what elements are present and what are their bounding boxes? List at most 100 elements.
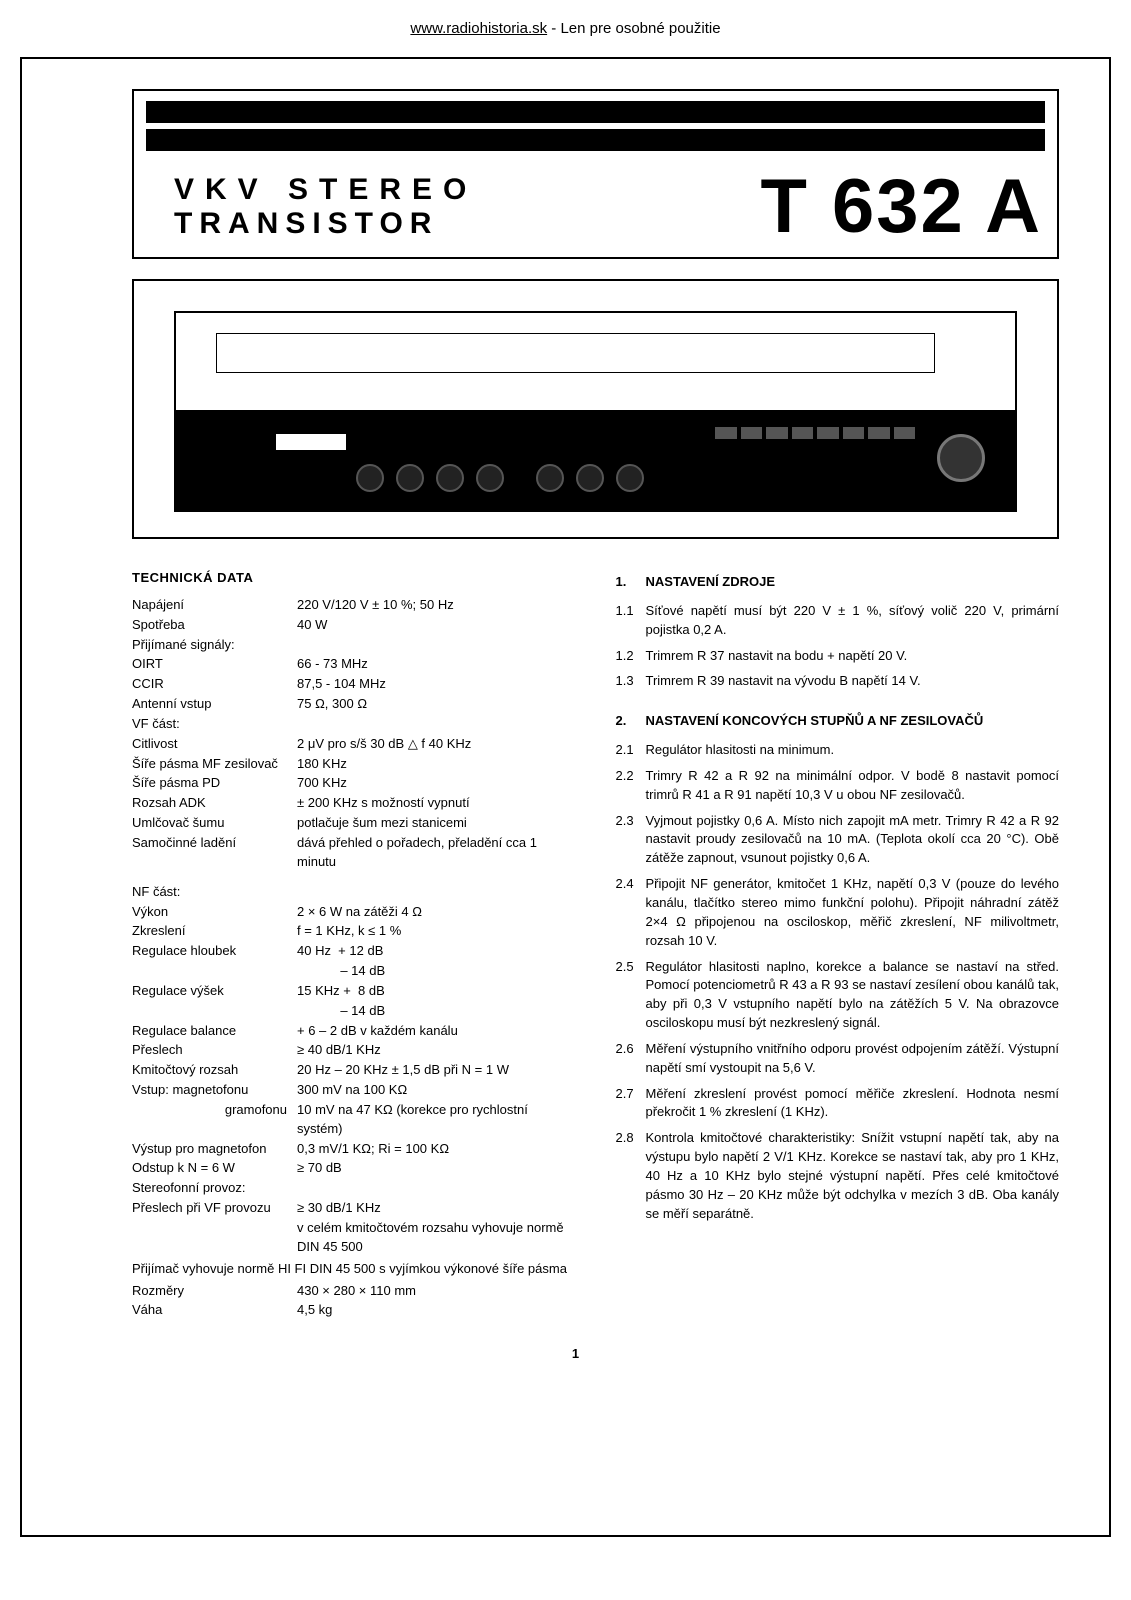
spec-value [297, 715, 576, 734]
spec-label: OIRT [132, 655, 297, 674]
spec-label: Napájení [132, 596, 297, 615]
spec-value: ± 200 KHz s možností vypnutí [297, 794, 576, 813]
title-subtitle: VKV STEREO TRANSISTOR [174, 173, 477, 241]
item-text: Kontrola kmitočtové charakteristiky: Sní… [646, 1129, 1060, 1223]
spec-label: Spotřeba [132, 616, 297, 635]
spec-label: Kmitočtový rozsah [132, 1061, 297, 1080]
item-number: 2.1 [616, 741, 646, 760]
spec-value: – 14 dB [297, 962, 576, 981]
spec-label: Přijímané signály: [132, 636, 297, 655]
item-text: Trimrem R 39 nastavit na vývodu B napětí… [646, 672, 1060, 691]
instruction-item: 2.3Vyjmout pojistky 0,6 A. Místo nich za… [616, 812, 1060, 869]
spec-row: Regulace balance+ 6 – 2 dB v každém kaná… [132, 1022, 576, 1041]
spec-label: Stereofonní provoz: [132, 1179, 297, 1198]
spec-label [132, 1002, 297, 1021]
spec-row: CCIR87,5 - 104 MHz [132, 675, 576, 694]
spec-row: Rozsah ADK± 200 KHz s možností vypnutí [132, 794, 576, 813]
spec-row: Výstup pro magnetofon0,3 mV/1 KΩ; Ri = 1… [132, 1140, 576, 1159]
spec-value: 700 KHz [297, 774, 576, 793]
section-1-heading: 1.NASTAVENÍ ZDROJE [616, 573, 1060, 592]
spec-row: gramofonu10 mV na 47 KΩ (korekce pro ryc… [132, 1101, 576, 1139]
spec-row: Regulace hloubek40 Hz + 12 dB [132, 942, 576, 961]
item-number: 2.7 [616, 1085, 646, 1123]
instruction-item: 1.3Trimrem R 39 nastavit na vývodu B nap… [616, 672, 1060, 691]
spec-row: Přeslech≥ 40 dB/1 KHz [132, 1041, 576, 1060]
spec-value: 430 × 280 × 110 mm [297, 1282, 576, 1301]
spec-value: 220 V/120 V ± 10 %; 50 Hz [297, 596, 576, 615]
spec-row: Odstup k N = 6 W≥ 70 dB [132, 1159, 576, 1178]
item-number: 2.2 [616, 767, 646, 805]
spec-value: 2 × 6 W na zátěži 4 Ω [297, 903, 576, 922]
spec-value: ≥ 30 dB/1 KHz [297, 1199, 576, 1218]
spec-value: 10 mV na 47 KΩ (korekce pro rychlostní s… [297, 1101, 576, 1139]
spec-value: f = 1 KHz, k ≤ 1 % [297, 922, 576, 941]
spec-label: CCIR [132, 675, 297, 694]
title-bar [146, 101, 1045, 123]
spec-row: Šíře pásma PD700 KHz [132, 774, 576, 793]
item-number: 2.4 [616, 875, 646, 950]
instruction-item: 2.6Měření výstupního vnitřního odporu pr… [616, 1040, 1060, 1078]
spec-label: VF část: [132, 715, 297, 734]
device-illustration [132, 279, 1059, 539]
item-number: 1.3 [616, 672, 646, 691]
spec-row: Šíře pásma MF zesilovač180 KHz [132, 755, 576, 774]
left-column: TECHNICKÁ DATA Napájení220 V/120 V ± 10 … [132, 569, 576, 1321]
spec-row: Regulace výšek15 KHz + 8 dB [132, 982, 576, 1001]
spec-label [132, 1219, 297, 1257]
source-link[interactable]: www.radiohistoria.sk [410, 20, 547, 37]
instruction-item: 2.4Připojit NF generátor, kmitočet 1 KHz… [616, 875, 1060, 950]
spec-row: Umlčovač šumupotlačuje šum mezi stanicem… [132, 814, 576, 833]
spec-row: Rozměry430 × 280 × 110 mm [132, 1282, 576, 1301]
spec-row: Zkresleníf = 1 KHz, k ≤ 1 % [132, 922, 576, 941]
spec-value: 66 - 73 MHz [297, 655, 576, 674]
instruction-item: 2.8Kontrola kmitočtové charakteristiky: … [616, 1129, 1060, 1223]
spec-label: Zkreslení [132, 922, 297, 941]
spec-value: 2 μV pro s/š 30 dB △ f 40 KHz [297, 735, 576, 754]
spec-label: gramofonu [132, 1101, 297, 1139]
spec-label: Přeslech [132, 1041, 297, 1060]
spec-row: Stereofonní provoz: [132, 1179, 576, 1198]
nf-section-label: NF část: [132, 883, 297, 902]
item-text: Vyjmout pojistky 0,6 A. Místo nich zapoj… [646, 812, 1060, 869]
compliance-note: Přijímač vyhovuje normě HI FI DIN 45 500… [132, 1260, 576, 1279]
item-number: 2.3 [616, 812, 646, 869]
spec-label: Rozsah ADK [132, 794, 297, 813]
item-text: Síťové napětí musí být 220 V ± 1 %, síťo… [646, 602, 1060, 640]
spec-label: Regulace balance [132, 1022, 297, 1041]
spec-label: Regulace výšek [132, 982, 297, 1001]
item-text: Regulátor hlasitosti naplno, korekce a b… [646, 958, 1060, 1033]
item-text: Měření výstupního vnitřního odporu prové… [646, 1040, 1060, 1078]
instruction-item: 1.1Síťové napětí musí být 220 V ± 1 %, s… [616, 602, 1060, 640]
instruction-item: 2.5Regulátor hlasitosti naplno, korekce … [616, 958, 1060, 1033]
item-text: Měření zkreslení provést pomocí měřiče z… [646, 1085, 1060, 1123]
spec-value: ≥ 40 dB/1 KHz [297, 1041, 576, 1060]
spec-row: Vstup: magnetofonu300 mV na 100 KΩ [132, 1081, 576, 1100]
spec-label: Samočinné ladění [132, 834, 297, 872]
spec-row: Váha4,5 kg [132, 1301, 576, 1320]
spec-value: 40 W [297, 616, 576, 635]
spec-value: dává přehled o pořadech, přeladění cca 1… [297, 834, 576, 872]
spec-row: Napájení220 V/120 V ± 10 %; 50 Hz [132, 596, 576, 615]
instruction-item: 2.7Měření zkreslení provést pomocí měřič… [616, 1085, 1060, 1123]
right-column: 1.NASTAVENÍ ZDROJE 1.1Síťové napětí musí… [616, 569, 1060, 1321]
spec-value: + 6 – 2 dB v každém kanálu [297, 1022, 576, 1041]
spec-row: – 14 dB [132, 962, 576, 981]
item-number: 2.6 [616, 1040, 646, 1078]
spec-value: 40 Hz + 12 dB [297, 942, 576, 961]
spec-label: Citlivost [132, 735, 297, 754]
spec-label: Rozměry [132, 1282, 297, 1301]
spec-row: Výkon2 × 6 W na zátěži 4 Ω [132, 903, 576, 922]
model-number: T 632 A [760, 169, 1042, 245]
spec-row: Antenní vstup75 Ω, 300 Ω [132, 695, 576, 714]
spec-value [297, 636, 576, 655]
page-frame: VKV STEREO TRANSISTOR T 632 A TECHNICKÁ … [20, 57, 1111, 1537]
spec-row: – 14 dB [132, 1002, 576, 1021]
spec-label: Výkon [132, 903, 297, 922]
item-text: Regulátor hlasitosti na minimum. [646, 741, 1060, 760]
header-suffix: - Len pre osobné použitie [547, 20, 720, 37]
spec-value: ≥ 70 dB [297, 1159, 576, 1178]
spec-value: 15 KHz + 8 dB [297, 982, 576, 1001]
spec-row: Přijímané signály: [132, 636, 576, 655]
spec-value: 300 mV na 100 KΩ [297, 1081, 576, 1100]
item-text: Připojit NF generátor, kmitočet 1 KHz, n… [646, 875, 1060, 950]
